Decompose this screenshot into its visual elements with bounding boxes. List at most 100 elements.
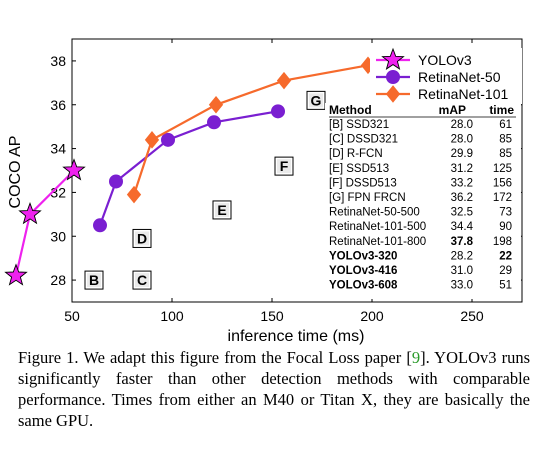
y-tick-label: 30	[50, 228, 66, 244]
data-point	[144, 131, 160, 149]
table-cell-map: 31.0	[451, 265, 473, 277]
table-cell-map: 28.0	[451, 119, 473, 131]
y-tick-label: 32	[50, 184, 66, 200]
table-cell-map: 34.4	[451, 221, 474, 233]
chart-ticks: 50 100 150 200 250 28 30 32 34 36 38	[50, 39, 522, 324]
legend-entry: YOLOv3	[376, 47, 472, 70]
data-point	[109, 174, 123, 189]
point-label-fill	[135, 273, 149, 288]
table-background	[325, 103, 521, 299]
table-cell-method: [G] FPN FRCN	[329, 192, 406, 204]
point-label-box-b: B	[84, 270, 104, 290]
table-row: [G] FPN FRCN 36.2 172	[329, 192, 512, 204]
point-label-box-d: D	[132, 228, 152, 248]
x-tick-label: 250	[460, 308, 484, 324]
series-retinanet-50	[93, 104, 285, 233]
table-header-cell: time	[489, 103, 514, 117]
x-tick-label: 200	[360, 308, 384, 324]
table-row: YOLOv3-320 28.2 22	[329, 250, 512, 262]
table-cell-time: 85	[499, 148, 512, 160]
legend-label: YOLOv3	[418, 52, 472, 68]
y-tick-label: 38	[50, 53, 66, 69]
table-header-cell: mAP	[439, 103, 466, 117]
table-cell-map: 28.0	[451, 134, 473, 146]
point-label-letter: D	[137, 230, 147, 246]
table-cell-time: 125	[493, 163, 512, 175]
table-cell-method: [D] R-FCN	[329, 148, 383, 160]
method-table: Method mAP time [B] SSD321 28.0 61 [C] DSSD321…	[325, 103, 521, 299]
table-row: RetinaNet-101-500 34.4 90	[329, 221, 512, 233]
table-cell-method: RetinaNet-50-500	[329, 207, 420, 219]
table-cell-map: 29.9	[451, 148, 473, 160]
table-cell-method: [B] SSD321	[329, 119, 389, 131]
data-point	[126, 185, 142, 204]
y-tick-label: 34	[50, 141, 66, 157]
table-row: [B] SSD321 28.0 61	[329, 119, 512, 131]
x-tick-label: 150	[260, 308, 284, 324]
data-point	[62, 158, 86, 181]
data-point	[18, 202, 42, 225]
point-label-box-f: F	[274, 156, 294, 176]
point-label-fill	[215, 202, 229, 217]
table-cell-map: 33.2	[451, 177, 473, 189]
point-label-fill	[135, 231, 149, 246]
table-cell-time: 172	[493, 192, 512, 204]
table-cell-map: 36.2	[451, 192, 473, 204]
y-tick-label: 36	[50, 97, 66, 113]
data-point	[271, 104, 285, 119]
legend-label: RetinaNet-101	[418, 86, 508, 102]
table-cell-time: 29	[499, 265, 512, 277]
series-yolov3	[4, 158, 86, 286]
table-row: RetinaNet-50-500 32.5 73	[329, 207, 512, 219]
table-cell-time: 90	[499, 221, 512, 233]
table-cell-time: 51	[499, 280, 512, 292]
point-label-letter: E	[217, 202, 226, 218]
data-point	[276, 71, 292, 90]
data-point	[93, 218, 107, 233]
table-cell-time: 85	[499, 134, 512, 146]
point-label-box-g: G	[306, 90, 326, 110]
point-label-fill	[309, 93, 323, 108]
point-label-letter: F	[280, 158, 289, 174]
table-row: [F] DSSD513 33.2 156	[329, 177, 512, 189]
table-row: YOLOv3-608 33.0 51	[329, 280, 512, 292]
legend-swatch-marker	[386, 70, 400, 84]
table-row: [E] SSD513 31.2 125	[329, 163, 512, 175]
legend-entry: RetinaNet-50	[376, 69, 501, 85]
table-cell-map: 37.8	[451, 236, 474, 248]
table-cell-time: 156	[493, 177, 512, 189]
point-label-letter: G	[311, 92, 322, 108]
series-line	[98, 110, 279, 226]
point-label-boxes: B C D E F G	[84, 90, 326, 290]
y-tick-label: 28	[50, 272, 66, 288]
point-label-letter: C	[137, 272, 147, 288]
legend-swatch-marker	[385, 85, 401, 103]
data-point	[207, 115, 221, 130]
legend-swatch-marker	[381, 47, 405, 70]
y-axis-label: COCO AP	[7, 136, 24, 209]
table-cell-method: RetinaNet-101-500	[329, 221, 426, 233]
table-row: YOLOv3-416 31.0 29	[329, 265, 512, 277]
table-row: [C] DSSD321 28.0 85	[329, 134, 512, 146]
table-cell-method: YOLOv3-320	[329, 250, 397, 262]
figure-caption: Figure 1. We adapt this figure from the …	[18, 347, 530, 431]
caption-reference-link[interactable]: 9	[411, 348, 421, 367]
table-cell-method: RetinaNet-101-800	[329, 236, 426, 248]
caption-text-start: Figure 1. We adapt this figure from the …	[18, 348, 412, 367]
data-point	[161, 132, 175, 147]
table-cell-method: [E] SSD513	[329, 163, 389, 175]
table-cell-time: 198	[493, 236, 512, 248]
table-cell-time: 61	[499, 119, 512, 131]
table-cell-method: [F] DSSD513	[329, 177, 397, 189]
x-axis-label: inference time (ms)	[228, 328, 365, 345]
table-row: RetinaNet-101-800 37.8 198	[329, 236, 512, 248]
point-label-box-c: C	[132, 270, 152, 290]
data-point	[208, 95, 224, 114]
x-tick-label: 100	[160, 308, 184, 324]
data-point	[4, 263, 28, 286]
table-cell-map: 31.2	[451, 163, 473, 175]
table-cell-map: 33.0	[451, 280, 473, 292]
table-cell-map: 32.5	[451, 207, 473, 219]
chart: 50 100 150 200 250 28 30 32 34 36 38 B C D E F G YOLOv3…	[4, 38, 523, 345]
